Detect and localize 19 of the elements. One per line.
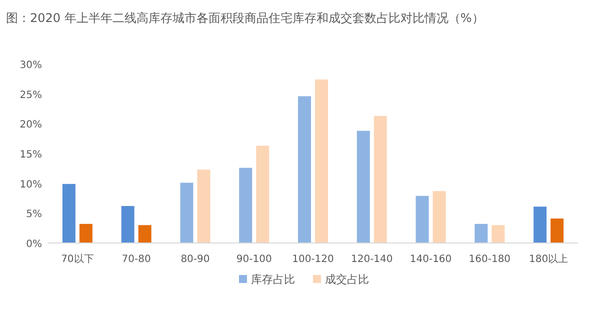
ytick: 5% [26,209,42,220]
legend-label: 库存占比 [251,273,295,286]
title: 图：2020 年上半年二线高库存城市各面积段商品住宅库存和成交套数占比对比情况（%） [6,11,484,25]
xtick: 100-120 [292,254,334,265]
xtick: 70以下 [61,254,94,265]
xtick: 160-180 [468,254,511,265]
ytick: 25% [20,90,42,101]
ytick: 10% [20,179,42,190]
ytick: 15% [20,150,42,160]
xtick: 70-80 [122,254,151,265]
ytick: 20% [20,120,42,131]
ytick: 30% [20,60,42,71]
legend-label: 成交占比 [325,273,369,286]
xtick: 140-160 [410,254,452,265]
xtick: 90-100 [236,254,272,265]
xtick: 180以上 [529,254,568,265]
xtick: 120-140 [351,254,393,265]
xtick: 80-90 [180,254,210,265]
ytick: 0% [26,239,42,250]
